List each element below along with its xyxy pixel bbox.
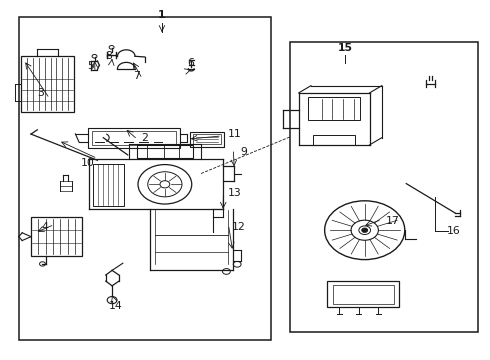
Bar: [19, 17, 271, 339]
Text: 6: 6: [187, 58, 194, 68]
Text: 14: 14: [109, 301, 122, 311]
Bar: [88, 128, 179, 148]
Text: 16: 16: [447, 226, 461, 236]
Bar: [92, 131, 175, 145]
Circle shape: [362, 228, 368, 232]
Bar: [31, 217, 82, 256]
Text: 15: 15: [338, 43, 353, 53]
Bar: [333, 285, 393, 304]
Bar: [314, 135, 355, 145]
Text: 11: 11: [227, 129, 241, 139]
Text: 7: 7: [133, 71, 140, 81]
Text: 3: 3: [37, 88, 44, 98]
Bar: [21, 56, 74, 112]
Bar: [137, 145, 193, 158]
Text: 4: 4: [41, 222, 48, 232]
Circle shape: [107, 297, 117, 304]
Bar: [327, 282, 399, 307]
Text: 17: 17: [386, 216, 399, 226]
Text: 13: 13: [227, 188, 241, 198]
Bar: [93, 163, 124, 206]
Text: 12: 12: [232, 222, 246, 232]
Text: 9: 9: [241, 147, 247, 157]
Text: 2: 2: [142, 133, 148, 143]
Bar: [290, 42, 478, 332]
Text: 10: 10: [81, 158, 95, 168]
Text: 5: 5: [88, 61, 95, 71]
Text: 8: 8: [106, 51, 113, 61]
Text: 1: 1: [158, 10, 166, 20]
Bar: [190, 132, 223, 147]
Bar: [308, 97, 360, 121]
Bar: [193, 134, 220, 144]
